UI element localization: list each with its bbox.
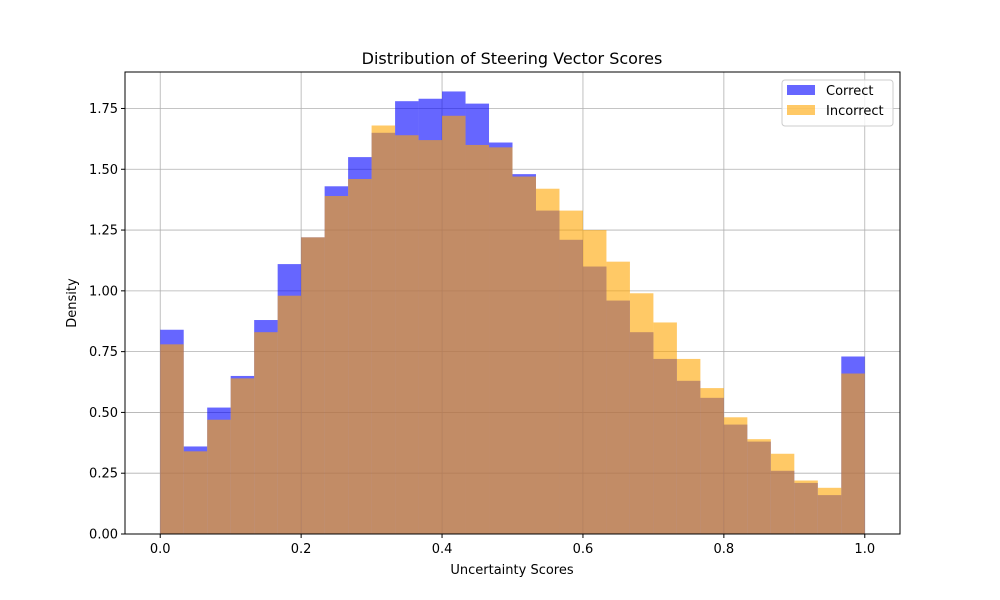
legend-label-correct: Correct — [826, 84, 873, 99]
bar-incorrect — [747, 439, 771, 534]
y-tick-label: 1.25 — [89, 224, 118, 239]
bar-incorrect — [395, 135, 419, 534]
bar-incorrect — [371, 125, 396, 534]
bar-incorrect — [183, 451, 208, 534]
x-tick-label: 0.8 — [714, 542, 735, 557]
bar-incorrect — [723, 417, 748, 534]
x-tick-label: 1.0 — [854, 542, 875, 557]
bar-incorrect — [418, 140, 443, 534]
bar-incorrect — [230, 378, 255, 534]
bar-incorrect — [559, 210, 583, 534]
bar-incorrect — [629, 293, 654, 534]
x-tick-label: 0.4 — [432, 542, 453, 557]
bar-incorrect — [348, 178, 372, 534]
bar-incorrect — [700, 388, 724, 534]
bar-incorrect — [301, 237, 325, 535]
y-tick-label: 0.75 — [89, 345, 118, 360]
x-tick-label: 0.0 — [150, 542, 171, 557]
series-incorrect — [160, 115, 865, 535]
legend: Correct Incorrect — [781, 79, 894, 127]
legend-label-incorrect: Incorrect — [826, 104, 884, 119]
bar-incorrect — [535, 188, 560, 534]
y-tick-label: 0.25 — [89, 467, 118, 482]
legend-swatch-incorrect — [787, 105, 815, 115]
y-tick-label: 0.00 — [89, 528, 118, 543]
bar-incorrect — [676, 358, 701, 534]
bar-incorrect — [465, 144, 490, 534]
x-axis-label: Uncertainty Scores — [450, 563, 573, 578]
bar-incorrect — [442, 115, 466, 534]
legend-swatch-correct — [787, 85, 815, 95]
y-axis-label: Density — [65, 278, 80, 328]
y-tick-label: 0.50 — [89, 406, 118, 421]
bar-incorrect — [160, 344, 184, 534]
x-axis-ticks: 0.0 0.2 0.4 0.6 0.8 1.0 — [150, 534, 875, 557]
bar-incorrect — [794, 480, 818, 534]
bar-incorrect — [489, 147, 513, 534]
bars — [160, 91, 865, 535]
bar-incorrect — [512, 176, 536, 534]
bar-incorrect — [606, 261, 630, 534]
bar-incorrect — [324, 196, 349, 534]
x-tick-label: 0.2 — [291, 542, 312, 557]
plot-frame — [124, 71, 901, 535]
bar-incorrect — [653, 322, 677, 534]
bar-incorrect — [817, 487, 842, 534]
chart-title: Distribution of Steering Vector Scores — [362, 49, 663, 68]
y-tick-label: 1.50 — [89, 163, 118, 178]
y-tick-label: 1.75 — [89, 102, 118, 117]
y-tick-label: 1.00 — [89, 284, 118, 299]
bar-incorrect — [582, 230, 607, 535]
y-axis-ticks: 0.00 0.25 0.50 0.75 1.00 1.25 1.50 1.75 — [89, 102, 125, 543]
bar-incorrect — [770, 453, 795, 534]
bar-incorrect — [277, 295, 302, 534]
bar-incorrect — [207, 419, 231, 534]
x-tick-label: 0.6 — [573, 542, 594, 557]
bar-incorrect — [841, 373, 865, 534]
bar-incorrect — [254, 332, 278, 534]
